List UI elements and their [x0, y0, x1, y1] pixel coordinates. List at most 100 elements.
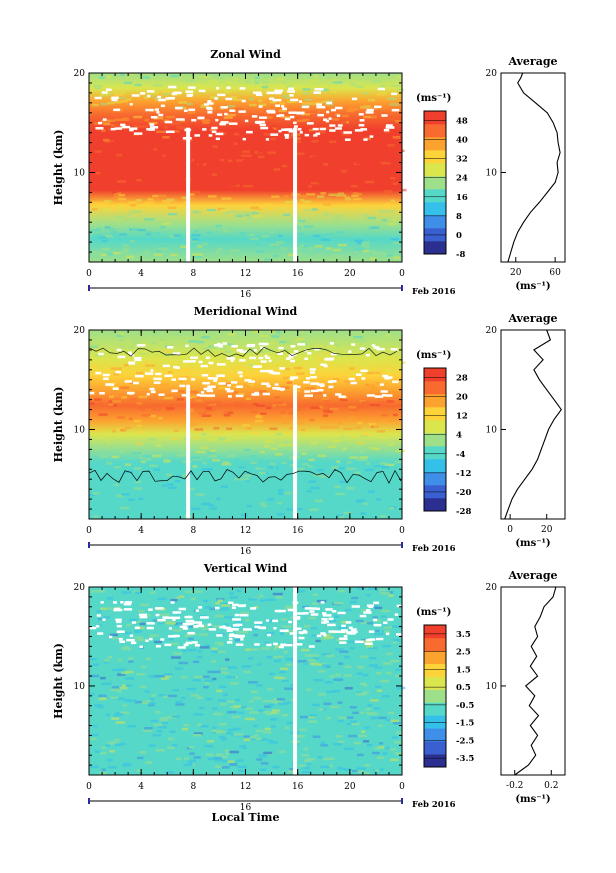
texture-cell — [337, 243, 347, 247]
void-cell — [232, 603, 239, 607]
void-cell — [105, 88, 112, 91]
texture-cell — [196, 655, 203, 659]
void-cell — [135, 374, 144, 378]
texture-cell — [262, 73, 270, 76]
texture-cell — [219, 703, 227, 706]
void-cell — [217, 113, 223, 116]
void-cell — [307, 351, 312, 355]
colorbar-segment — [424, 689, 446, 703]
colorbar-label: 8 — [456, 212, 462, 222]
void-cell — [218, 345, 223, 348]
texture-cell — [183, 763, 193, 767]
avg-x-tick-label: 60 — [549, 268, 561, 278]
texture-cell — [179, 174, 189, 177]
void-cell — [263, 342, 269, 346]
void-cell — [150, 369, 154, 372]
texture-cell — [208, 155, 218, 159]
texture-cell — [178, 595, 185, 599]
texture-cell — [232, 98, 243, 101]
texture-cell — [229, 750, 239, 754]
void-cell — [215, 137, 220, 141]
texture-cell — [163, 396, 174, 400]
texture-cell — [344, 747, 354, 751]
y-tick-label: 20 — [74, 326, 86, 336]
texture-cell — [314, 499, 324, 502]
colorbar-label: -2.5 — [456, 736, 474, 746]
texture-cell — [181, 196, 191, 200]
texture-cell — [208, 472, 217, 475]
texture-cell — [233, 142, 238, 146]
texture-cell — [190, 422, 199, 426]
texture-cell — [133, 508, 141, 511]
texture-cell — [191, 234, 201, 237]
void-cell — [253, 348, 258, 352]
texture-cell — [384, 746, 390, 750]
texture-cell — [320, 741, 326, 745]
texture-cell — [180, 624, 188, 627]
texture-cell — [245, 717, 255, 721]
texture-cell — [308, 503, 317, 507]
void-cell — [289, 377, 295, 381]
texture-cell — [117, 690, 123, 693]
texture-cell — [337, 701, 343, 704]
texture-cell — [396, 149, 405, 153]
texture-cell — [332, 81, 343, 84]
texture-cell — [375, 466, 385, 470]
texture-cell — [254, 76, 260, 79]
void-cell — [167, 635, 177, 638]
texture-cell — [91, 227, 97, 230]
texture-cell — [383, 626, 393, 629]
texture-cell — [174, 479, 181, 483]
y-tick-label: 10 — [74, 682, 86, 692]
texture-cell — [179, 126, 187, 130]
void-cell — [365, 111, 374, 114]
texture-cell — [295, 374, 302, 378]
texture-cell — [155, 444, 162, 447]
texture-cell — [172, 652, 183, 655]
texture-cell — [249, 468, 259, 472]
texture-cell — [290, 698, 295, 701]
texture-cell — [366, 743, 373, 747]
texture-cell — [381, 694, 390, 698]
texture-cell — [298, 764, 306, 767]
texture-cell — [256, 758, 263, 761]
texture-cell — [100, 93, 110, 96]
texture-cell — [395, 668, 402, 671]
texture-cell — [163, 674, 172, 678]
void-cell — [165, 616, 173, 620]
texture-cell — [262, 711, 272, 714]
texture-cell — [178, 661, 189, 665]
texture-cell — [120, 742, 126, 746]
texture-cell — [257, 150, 268, 153]
texture-cell — [248, 657, 254, 660]
void-cell — [308, 645, 315, 648]
texture-cell — [146, 515, 154, 518]
texture-cell — [339, 767, 346, 771]
void-cell — [175, 106, 183, 110]
void-cell — [196, 393, 201, 397]
texture-cell — [319, 88, 329, 92]
texture-cell — [163, 92, 169, 96]
void-cell — [251, 393, 260, 396]
texture-cell — [361, 401, 371, 405]
texture-cell — [118, 161, 124, 164]
texture-cell — [349, 647, 355, 650]
texture-cell — [320, 74, 326, 77]
texture-cell — [335, 648, 344, 651]
texture-cell — [295, 137, 301, 140]
void-cell — [129, 103, 133, 106]
void-cell — [171, 389, 178, 393]
texture-cell — [376, 498, 382, 501]
texture-cell — [215, 76, 223, 79]
void-cell — [376, 347, 385, 351]
texture-cell — [138, 395, 148, 399]
void-cell — [120, 123, 126, 127]
colorbar-segment — [424, 241, 446, 255]
x-tick-label: 16 — [292, 269, 304, 279]
void-cell — [365, 609, 371, 612]
texture-cell — [91, 228, 102, 232]
texture-cell — [325, 99, 334, 103]
texture-cell — [115, 721, 126, 724]
void-cell — [111, 98, 118, 102]
texture-cell — [311, 156, 318, 159]
